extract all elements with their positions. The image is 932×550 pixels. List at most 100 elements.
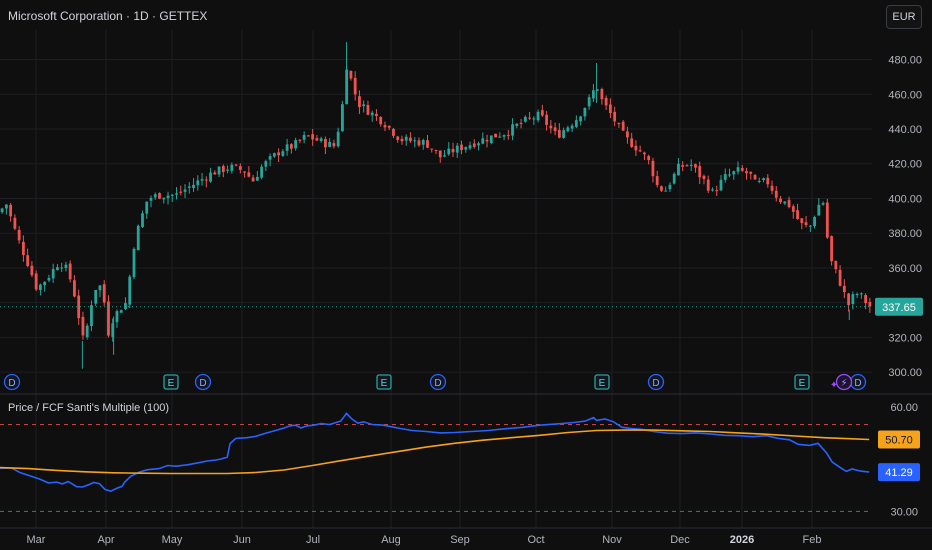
time-axis-tick: May — [162, 534, 183, 546]
candle-body — [260, 166, 263, 178]
candle-body — [511, 124, 514, 136]
candle-body — [111, 323, 115, 337]
dividend-icon-label: D — [652, 378, 659, 389]
candle-body — [124, 303, 127, 309]
earnings-icon[interactable] — [794, 374, 810, 390]
candle-body — [183, 189, 187, 192]
currency-button[interactable]: EUR — [886, 5, 922, 29]
candle-body — [81, 316, 85, 336]
candle-body — [600, 89, 604, 100]
candle-body — [855, 293, 859, 296]
candle-body — [426, 140, 429, 148]
indicator-value-label-bg — [878, 463, 920, 482]
candle-body — [392, 128, 395, 136]
candle-body — [672, 173, 676, 184]
price-axis-tick: 400.00 — [888, 193, 922, 205]
candle-body — [796, 210, 799, 219]
candle-body — [460, 144, 463, 151]
candle-body — [689, 164, 693, 166]
candle-body — [838, 269, 842, 286]
candle-body — [498, 136, 502, 138]
candle-body — [774, 190, 778, 198]
candle-body — [643, 152, 646, 155]
candle-body — [64, 264, 68, 269]
dividend-icon[interactable] — [647, 373, 665, 391]
candle-body — [804, 222, 808, 226]
dividend-icon[interactable] — [429, 373, 447, 391]
candle-body — [868, 302, 872, 307]
candle-body — [47, 278, 51, 281]
candle-body — [370, 112, 374, 116]
candle-body — [566, 127, 570, 132]
candle-body — [864, 294, 868, 304]
candle-body — [119, 310, 123, 313]
indicator-axis-tick: 30.00 — [890, 506, 918, 518]
price-axis-tick: 440.00 — [888, 124, 922, 136]
candle-body — [591, 90, 595, 99]
candle-body — [94, 290, 98, 304]
candle-body — [268, 156, 272, 160]
candle-body — [698, 166, 702, 178]
dividend-icon[interactable] — [194, 373, 212, 391]
candle-body — [834, 260, 838, 270]
dividend-icon[interactable] — [3, 373, 21, 391]
candle-body — [481, 138, 485, 144]
candle-body — [328, 141, 332, 147]
candle-body — [770, 185, 774, 191]
candle-body — [39, 284, 42, 291]
earnings-icon[interactable] — [594, 374, 610, 390]
candle-body — [723, 174, 727, 180]
candle-body — [451, 148, 455, 153]
split-event-icon-label: ⚡ — [840, 378, 847, 389]
candle-body — [306, 135, 310, 137]
dividend-icon-label: D — [199, 378, 206, 389]
candle-body — [830, 236, 833, 262]
candle-body — [660, 186, 663, 191]
candle-body — [179, 191, 183, 193]
candle-body — [90, 305, 93, 327]
candle-body — [638, 150, 642, 152]
candle-body — [745, 171, 748, 174]
candle-body — [706, 179, 710, 191]
candle-body — [523, 116, 527, 122]
candle-body — [519, 122, 523, 124]
candle-body — [779, 198, 782, 203]
candle-body — [817, 204, 821, 216]
candle-body — [557, 130, 561, 138]
candle-body — [264, 161, 268, 167]
candle-body — [60, 267, 64, 269]
candle-body — [821, 203, 825, 205]
candle-body — [562, 130, 566, 138]
candle-body — [604, 97, 608, 106]
candle-body — [383, 125, 387, 128]
candle-body — [311, 134, 315, 140]
candle-body — [400, 138, 404, 142]
candle-body — [56, 267, 59, 270]
candle-body — [787, 199, 791, 208]
candle-body — [417, 140, 421, 146]
candle-body — [158, 192, 161, 199]
last-price-label: 337.65 — [882, 302, 916, 314]
candle-body — [73, 280, 76, 297]
candle-body — [115, 311, 119, 323]
candle-body — [421, 140, 425, 145]
candle-body — [655, 176, 659, 185]
candle-body — [468, 145, 472, 149]
candle-body — [549, 125, 553, 129]
candle-body — [302, 135, 306, 140]
candle-body — [728, 174, 731, 176]
candle-body — [464, 147, 468, 150]
earnings-icon[interactable] — [163, 374, 179, 390]
candle-body — [192, 184, 195, 189]
indicator-value-label: 41.29 — [885, 467, 913, 479]
candle-body — [732, 171, 736, 175]
split-event-icon[interactable] — [835, 373, 853, 391]
dividend-icon-label: D — [434, 378, 441, 389]
candle-body — [647, 156, 651, 161]
earnings-icon[interactable] — [376, 374, 392, 390]
indicator-value-label: 50.70 — [885, 434, 913, 446]
candle-body — [145, 201, 149, 214]
candle-body — [243, 171, 246, 173]
candle-body — [740, 168, 744, 171]
